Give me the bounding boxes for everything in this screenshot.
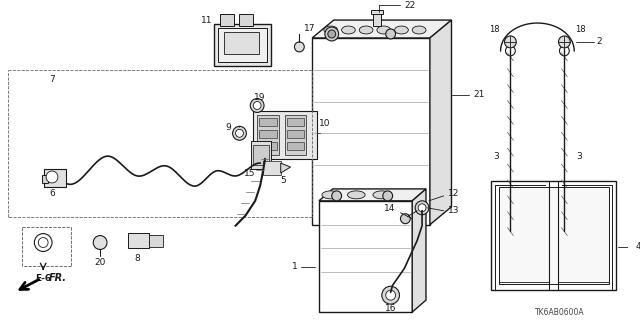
Text: 7: 7 [49,75,55,84]
Circle shape [328,30,336,38]
Bar [42,175,48,183]
Text: 5: 5 [280,176,285,186]
Text: TK6AB0600A: TK6AB0600A [534,308,584,316]
Bar [253,111,317,159]
Ellipse shape [395,26,408,34]
Ellipse shape [359,26,373,34]
Bar [263,161,281,175]
Circle shape [383,191,392,201]
Bar [491,181,616,290]
Circle shape [253,101,261,109]
Bar [373,12,381,26]
Text: 22: 22 [404,1,415,10]
Bar [218,28,267,62]
Circle shape [294,42,304,52]
Bar [224,32,259,54]
Ellipse shape [373,191,390,199]
Text: 16: 16 [385,304,396,313]
Text: E-6: E-6 [35,274,51,283]
Ellipse shape [322,191,340,199]
Text: 2: 2 [596,37,602,46]
Polygon shape [430,20,451,225]
Circle shape [386,29,396,39]
Ellipse shape [324,26,338,34]
Bar [312,38,430,225]
Text: 1: 1 [292,262,298,271]
Polygon shape [412,189,426,312]
Circle shape [93,236,107,250]
Text: 18: 18 [490,25,500,34]
Ellipse shape [348,191,365,199]
Circle shape [38,237,48,247]
Text: 8: 8 [134,254,140,263]
Circle shape [325,27,339,41]
Ellipse shape [412,26,426,34]
Polygon shape [312,20,451,38]
Text: 18: 18 [575,25,586,34]
Text: 9: 9 [225,123,230,132]
Bar [287,118,304,126]
Bar [285,116,306,155]
Circle shape [232,126,246,140]
Text: 20: 20 [95,258,106,267]
Bar [214,24,271,66]
Text: 21: 21 [473,90,484,99]
Text: 15: 15 [244,169,255,178]
Text: 19: 19 [254,93,266,102]
Bar [257,116,279,155]
Circle shape [46,171,58,183]
Polygon shape [319,189,426,201]
Bar [149,235,163,246]
Bar [252,141,271,169]
Bar [127,233,149,249]
Text: 10: 10 [319,119,330,128]
Text: 6: 6 [49,189,55,198]
Bar [220,14,234,26]
Circle shape [250,99,264,112]
Circle shape [559,231,570,241]
Text: 14: 14 [384,204,396,213]
Bar [253,145,269,165]
Bar [319,201,412,312]
Text: 17: 17 [304,23,316,33]
Circle shape [332,191,342,201]
Circle shape [415,201,429,215]
Bar [259,142,276,150]
Circle shape [401,214,410,224]
Circle shape [236,129,243,137]
Circle shape [506,46,515,56]
Circle shape [386,290,396,300]
Text: FR.: FR. [49,273,67,283]
Bar [371,10,383,14]
Text: 3: 3 [493,152,499,161]
Ellipse shape [377,26,390,34]
Bar [259,130,276,138]
Circle shape [382,286,399,304]
Circle shape [504,36,516,48]
Text: 4: 4 [636,242,640,251]
Bar [239,14,253,26]
Circle shape [35,234,52,252]
Text: 12: 12 [447,189,459,198]
Bar [499,187,609,284]
Text: 3: 3 [576,152,582,161]
Text: 11: 11 [200,16,212,25]
Circle shape [559,36,570,48]
Bar [287,142,304,150]
Circle shape [559,46,570,56]
Bar [44,169,66,187]
Polygon shape [281,163,291,173]
Circle shape [418,204,426,212]
Bar [259,118,276,126]
Ellipse shape [342,26,355,34]
Text: 13: 13 [447,206,459,215]
Bar [287,130,304,138]
Circle shape [506,231,515,241]
